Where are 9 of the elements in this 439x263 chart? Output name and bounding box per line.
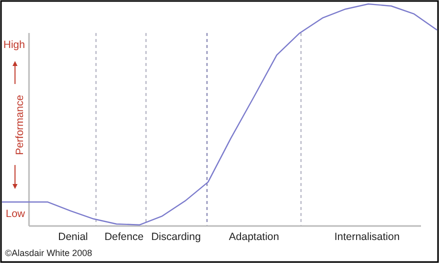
text: Discarding bbox=[151, 231, 201, 243]
text: Internalisation bbox=[334, 231, 400, 243]
text: Denial bbox=[58, 231, 88, 243]
text: Adaptation bbox=[228, 231, 280, 243]
annotation: High bbox=[3, 39, 26, 51]
text: Defence bbox=[104, 231, 144, 243]
y-axis-title: Performance bbox=[14, 94, 26, 156]
text: ©Alasdair White 2008 bbox=[5, 248, 92, 258]
annotation: Low bbox=[6, 208, 26, 220]
